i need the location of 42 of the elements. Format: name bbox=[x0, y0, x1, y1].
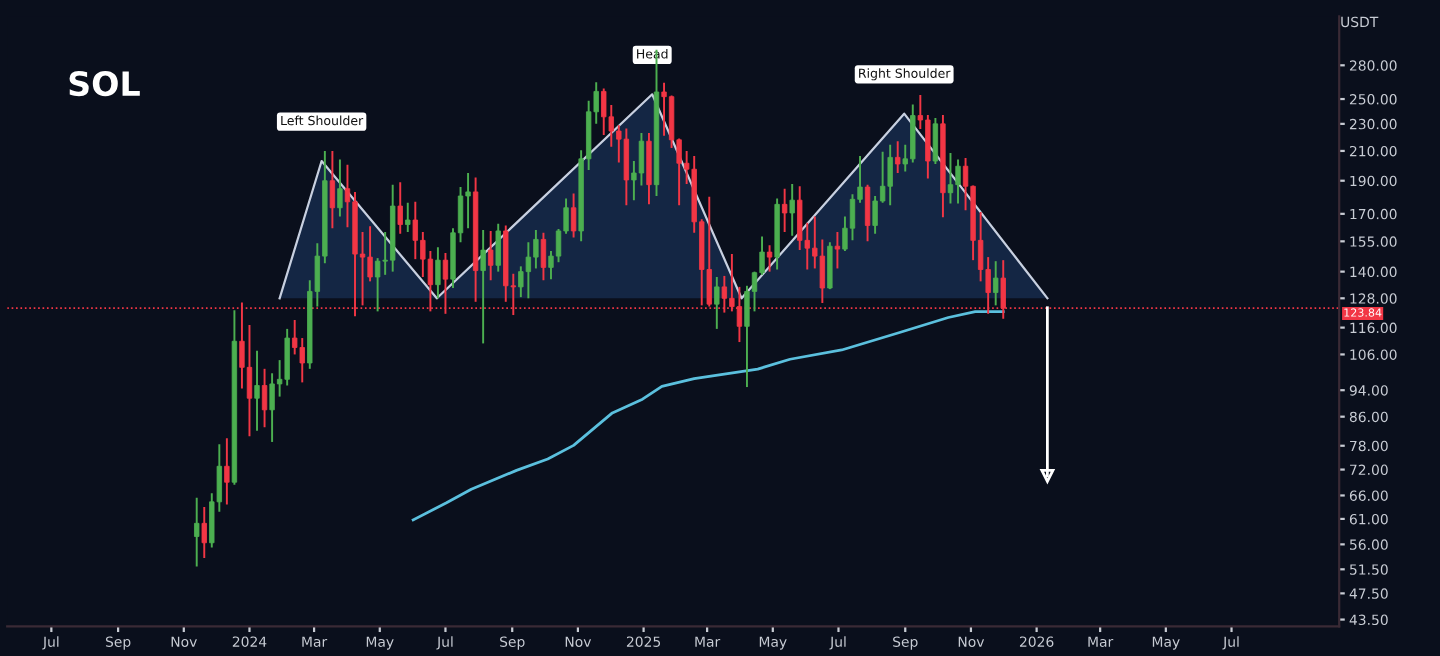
candlestick bbox=[714, 276, 720, 330]
candlestick bbox=[495, 222, 501, 273]
candlestick bbox=[254, 349, 260, 432]
candlestick bbox=[533, 229, 539, 270]
candlestick bbox=[540, 231, 547, 282]
candlestick bbox=[895, 140, 901, 174]
candlestick bbox=[638, 132, 645, 187]
candlestick bbox=[789, 182, 795, 237]
candlestick bbox=[834, 230, 841, 270]
candlestick bbox=[661, 81, 667, 137]
candlestick bbox=[194, 496, 200, 568]
candlestick bbox=[397, 181, 403, 235]
candlestick bbox=[781, 187, 788, 233]
candlestick bbox=[224, 437, 230, 506]
candlestick bbox=[932, 117, 939, 165]
candlestick bbox=[766, 244, 773, 273]
candlestick bbox=[570, 192, 577, 239]
candlestick bbox=[201, 505, 207, 559]
candlestick bbox=[329, 149, 336, 230]
candlestick bbox=[405, 201, 411, 233]
candlestick bbox=[623, 127, 630, 207]
candlestick bbox=[947, 152, 954, 205]
candlestick bbox=[827, 241, 833, 291]
candlestick bbox=[261, 367, 268, 429]
candlestick bbox=[993, 260, 999, 307]
text: SOL bbox=[69, 70, 140, 97]
candlestick bbox=[488, 229, 494, 282]
candlestick bbox=[864, 183, 871, 243]
candlestick bbox=[887, 143, 893, 207]
candlestick bbox=[525, 241, 532, 300]
candlestick bbox=[925, 113, 931, 180]
candlestick bbox=[246, 324, 253, 438]
candlestick bbox=[480, 229, 486, 345]
candlestick bbox=[412, 200, 418, 261]
line-series bbox=[411, 310, 1005, 522]
candlestick bbox=[269, 372, 275, 443]
candlestick bbox=[646, 132, 652, 206]
candlestick bbox=[435, 246, 441, 300]
candlestick bbox=[910, 103, 916, 164]
candlestick bbox=[849, 193, 856, 242]
candlestick bbox=[337, 158, 343, 218]
candlestick bbox=[955, 158, 961, 205]
